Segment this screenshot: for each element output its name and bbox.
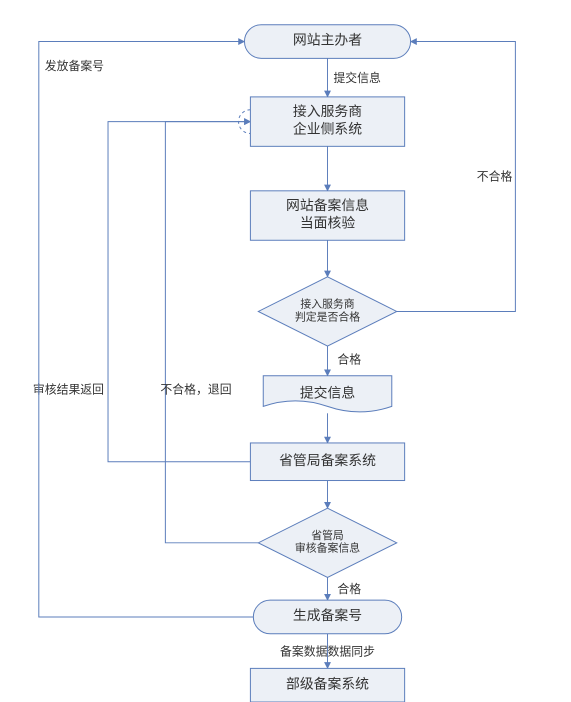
node-n5: 提交信息 [263, 376, 392, 412]
edge-fail2 [165, 122, 258, 543]
edge-label: 合格 [337, 582, 361, 596]
node-label: 部级备案系统 [286, 675, 369, 691]
edge-label: 提交信息 [333, 71, 381, 85]
node-label: 省管局 [311, 528, 344, 542]
node-label: 生成备案号 [293, 607, 362, 623]
edge-label: 合格 [337, 353, 361, 367]
edge-label: 不合格，退回 [160, 382, 231, 396]
edge-label: 发放备案号 [45, 59, 104, 73]
node-label: 省管局备案系统 [279, 452, 376, 468]
node-label: 网站主办者 [293, 33, 362, 48]
node-n6: 省管局备案系统 [250, 443, 404, 481]
node-label: 企业侧系统 [293, 121, 362, 137]
node-label: 判定是否合格 [295, 309, 360, 323]
node-n4: 接入服务商判定是否合格 [258, 277, 396, 346]
edge-label: 备案数据数据同步 [280, 644, 375, 658]
node-label: 当面核验 [300, 216, 355, 231]
node-label: 提交信息 [300, 385, 355, 401]
flowchart-canvas: 提交信息合格合格备案数据数据同步不合格不合格，退回审核结果返回发放备案号网站主办… [0, 0, 571, 702]
node-label: 审核备案信息 [295, 541, 360, 555]
node-n7: 省管局审核备案信息 [258, 508, 396, 577]
node-label: 网站备案信息 [286, 197, 369, 213]
edge-resultback [108, 122, 250, 462]
node-label: 接入服务商 [300, 297, 354, 311]
edge-issue [39, 42, 254, 617]
node-label: 接入服务商 [293, 103, 362, 119]
node-n3: 网站备案信息当面核验 [250, 191, 404, 240]
node-n9: 部级备案系统 [250, 668, 404, 702]
edge-label: 审核结果返回 [33, 382, 104, 396]
node-n2: 接入服务商企业侧系统 [239, 97, 405, 146]
node-n1: 网站主办者 [244, 25, 410, 59]
edge-label: 不合格 [477, 170, 513, 184]
node-n8: 生成备案号 [253, 600, 401, 634]
